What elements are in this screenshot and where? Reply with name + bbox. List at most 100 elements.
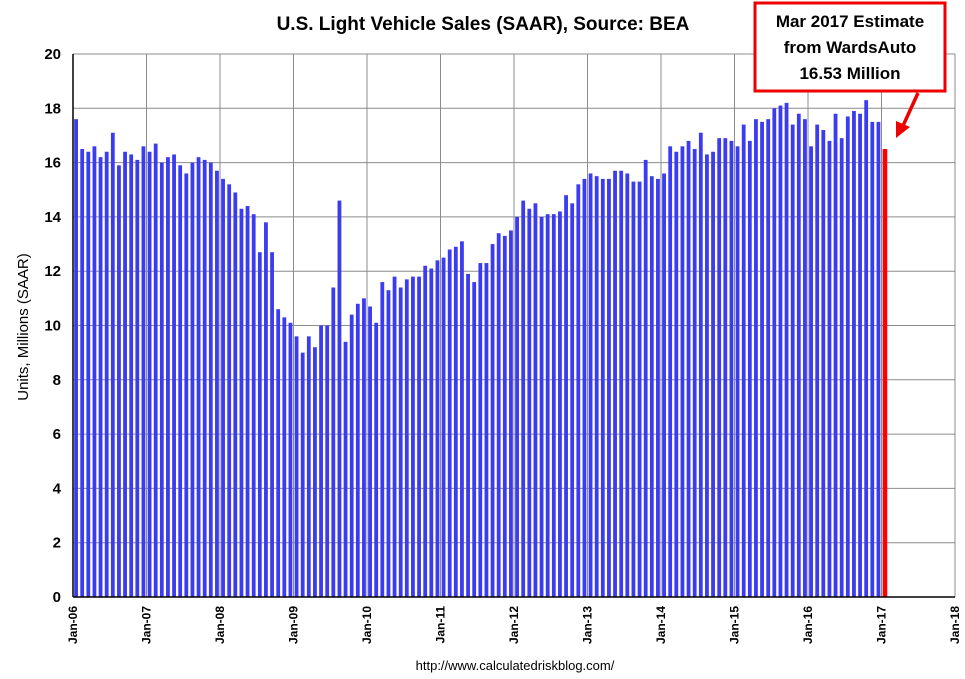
y-axis-label: Units, Millions (SAAR) <box>15 253 32 401</box>
callout: Mar 2017 Estimate from WardsAuto 16.53 M… <box>753 1 947 138</box>
bar <box>141 146 146 597</box>
bar <box>221 178 225 597</box>
bar <box>870 121 875 597</box>
bar <box>803 119 807 597</box>
bar <box>839 138 844 598</box>
bar <box>147 151 152 598</box>
bar <box>625 173 630 597</box>
bar <box>705 154 709 597</box>
callout-line-3: 16.53 Million <box>799 64 900 83</box>
callout-box <box>753 1 947 93</box>
bar <box>692 149 697 597</box>
y-tick-label: 12 <box>44 263 61 280</box>
bar <box>257 252 262 597</box>
bar <box>790 124 795 597</box>
x-tick-label: Jan-07 <box>140 606 154 644</box>
bar <box>435 260 440 597</box>
bar <box>288 322 293 597</box>
bar <box>845 116 850 597</box>
bar <box>631 181 636 598</box>
bar <box>251 214 256 597</box>
bar-highlight <box>882 149 888 597</box>
bar <box>282 317 287 597</box>
bar <box>374 322 379 597</box>
y-tick-label: 14 <box>44 209 61 226</box>
bar <box>509 230 513 597</box>
x-tick-label: Jan-08 <box>213 606 227 644</box>
bar <box>533 203 538 597</box>
bar <box>178 165 183 597</box>
bar <box>129 154 134 597</box>
bar <box>386 290 391 597</box>
bar <box>319 325 323 597</box>
bar <box>423 265 428 597</box>
bar <box>864 100 869 597</box>
bar <box>270 252 274 597</box>
bar <box>208 162 213 597</box>
bar <box>821 130 826 597</box>
bar <box>496 233 501 597</box>
bar <box>662 173 666 597</box>
bar <box>74 119 78 597</box>
bar <box>80 149 85 597</box>
y-tick-label: 18 <box>44 100 61 117</box>
bar <box>368 306 372 597</box>
y-tick-label: 20 <box>44 46 61 63</box>
bar <box>778 105 783 598</box>
bar <box>827 140 832 597</box>
axes <box>72 54 955 598</box>
callout-line-2: from WardsAuto <box>784 38 917 57</box>
bar <box>643 159 648 597</box>
bar <box>527 208 532 597</box>
bar <box>92 146 97 597</box>
bar <box>582 178 587 597</box>
x-tick-labels: Jan-06 Jan-07 Jan-08 Jan-09 Jan-10 Jan-11 Jan-… <box>66 606 962 644</box>
bar <box>551 214 556 597</box>
bar <box>796 113 801 597</box>
bar <box>515 216 519 597</box>
bar <box>741 124 746 597</box>
bar <box>239 208 244 597</box>
x-tick-label: Jan-06 <box>66 606 80 644</box>
bar <box>337 200 342 598</box>
bar <box>233 192 238 597</box>
bar <box>460 241 464 597</box>
bar <box>184 173 189 597</box>
bar <box>245 206 250 598</box>
y-tick-labels: 0 2 4 6 8 10 12 14 16 18 20 <box>44 46 61 606</box>
bar <box>215 170 219 597</box>
callout-line-1: Mar 2017 Estimate <box>776 12 924 31</box>
bar <box>545 214 550 597</box>
bar <box>196 157 201 598</box>
callout-arrow <box>900 92 920 129</box>
bar <box>858 113 862 597</box>
bar <box>711 151 715 598</box>
bar <box>649 176 654 598</box>
bar <box>852 111 856 597</box>
bar <box>521 200 526 598</box>
bar <box>472 282 477 597</box>
bar <box>104 151 109 598</box>
y-tick-label: 6 <box>53 426 61 443</box>
bars <box>74 100 888 598</box>
bar <box>355 303 360 597</box>
bar <box>539 216 544 597</box>
bar <box>306 336 311 597</box>
y-tick-label: 10 <box>44 318 61 335</box>
x-tick-label: Jan-15 <box>728 606 742 644</box>
bar <box>607 178 611 597</box>
bar <box>190 162 195 597</box>
x-tick-label: Jan-16 <box>801 606 815 644</box>
bar <box>656 178 660 597</box>
x-tick-label: Jan-17 <box>875 606 889 644</box>
bar <box>110 132 115 598</box>
bar <box>760 121 764 597</box>
bar <box>600 178 605 597</box>
bar <box>588 173 593 597</box>
bar <box>668 146 673 597</box>
bar <box>784 102 789 598</box>
bar <box>502 235 507 597</box>
y-tick-label: 4 <box>53 480 62 497</box>
bar <box>674 151 679 598</box>
bar <box>117 165 121 597</box>
